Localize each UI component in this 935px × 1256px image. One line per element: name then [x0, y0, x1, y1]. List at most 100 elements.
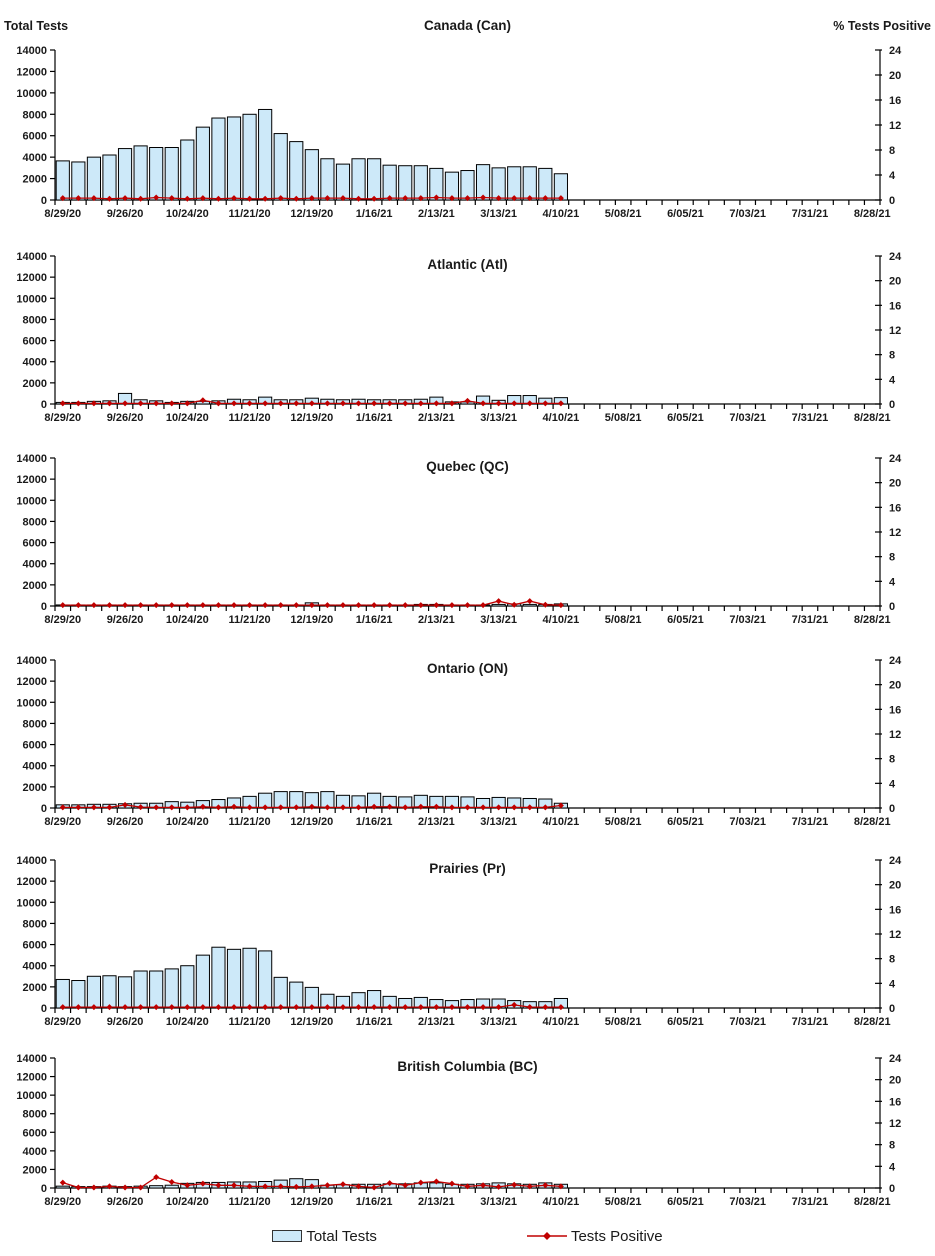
diamond-marker — [433, 803, 440, 810]
axis-tick-label: 12000 — [16, 676, 47, 688]
x-tick-label: 7/03/21 — [729, 208, 766, 220]
x-tick-label: 9/26/20 — [107, 208, 144, 220]
axis-tick-label: 8 — [889, 954, 895, 966]
x-tick-label: 8/28/21 — [854, 1196, 891, 1208]
axes — [50, 1057, 882, 1193]
diamond-marker — [215, 1182, 222, 1189]
diamond-marker — [277, 195, 284, 202]
diamond-marker — [122, 602, 129, 609]
axis-tick-label: 4 — [889, 374, 896, 386]
bar — [55, 978, 70, 1009]
x-tick-label: 10/24/20 — [166, 1196, 209, 1208]
diamond-marker — [293, 1004, 300, 1011]
chart-legend: Total Tests Tests Positive — [0, 1220, 935, 1252]
left-axis-title: Total Tests — [4, 19, 68, 33]
bar — [242, 113, 257, 201]
axis-tick-label: 8000 — [23, 516, 47, 528]
diamond-marker — [542, 1004, 549, 1011]
chart-title: Quebec (QC) — [426, 459, 509, 474]
bar — [242, 947, 257, 1009]
diamond-marker — [199, 1004, 206, 1011]
bar — [180, 139, 195, 201]
axis-tick-label: 12 — [889, 120, 901, 132]
axis-tick-label: 8000 — [23, 918, 47, 930]
diamond-marker — [308, 1004, 315, 1011]
diamond-marker — [308, 400, 315, 407]
diamond-marker — [59, 1004, 66, 1011]
tests-positive-line — [59, 397, 564, 407]
x-tick-label: 7/31/21 — [792, 816, 829, 828]
x-tick-label: 6/05/21 — [667, 208, 704, 220]
diamond-marker — [231, 602, 238, 609]
axis-tick-label: 6000 — [23, 740, 47, 752]
diamond-marker — [511, 601, 518, 608]
x-tick-label: 8/28/21 — [854, 412, 891, 424]
bar — [335, 163, 351, 201]
diamond-marker — [433, 1178, 440, 1185]
x-tick-label: 7/31/21 — [792, 614, 829, 626]
x-tick-label: 11/21/20 — [228, 816, 270, 828]
diamond-marker — [137, 195, 144, 202]
axis-tick-label: 0 — [41, 1003, 47, 1015]
diamond-marker — [215, 602, 222, 609]
diamond-marker — [371, 803, 378, 810]
chart-panel-prairies: Prairies (Pr) 0 2000 4000 6000 8000 10000 12000… — [0, 848, 935, 1048]
diamond-marker — [293, 195, 300, 202]
diamond-marker — [153, 602, 160, 609]
legend-item-tests-positive: Tests Positive — [526, 1227, 663, 1245]
x-tick-label: 7/03/21 — [729, 1196, 766, 1208]
bar — [133, 145, 148, 201]
bar — [522, 166, 537, 201]
axis-tick-label: 14000 — [16, 1053, 47, 1065]
axis-tick-label: 16 — [889, 904, 901, 916]
diamond-marker — [324, 1182, 331, 1189]
diamond-marker — [324, 804, 331, 811]
x-tick-label: 6/05/21 — [667, 1196, 704, 1208]
diamond-marker — [90, 195, 97, 202]
axis-tick-label: 4000 — [23, 357, 47, 369]
diamond-marker — [153, 804, 160, 811]
axis-tick-label: 12000 — [16, 876, 47, 888]
axis-tick-label: 4 — [889, 778, 896, 790]
diamond-marker — [59, 804, 66, 811]
bar — [211, 946, 226, 1009]
diamond-marker — [137, 1004, 144, 1011]
diamond-marker — [168, 195, 175, 202]
x-tick-label: 5/08/21 — [605, 208, 642, 220]
diamond-marker — [464, 397, 471, 404]
diamond-marker — [106, 195, 113, 202]
axis-tick-label: 24 — [889, 855, 902, 867]
diamond-marker — [231, 195, 238, 202]
diamond-marker — [371, 400, 378, 407]
diamond-marker — [557, 1004, 564, 1011]
axis-tick-label: 4 — [889, 576, 896, 588]
bar — [258, 950, 273, 1009]
diamond-marker — [417, 1004, 424, 1011]
diamond-marker — [262, 804, 269, 811]
diamond-marker — [231, 1182, 238, 1189]
diamond-marker — [137, 602, 144, 609]
axis-tick-label: 8 — [889, 350, 895, 362]
x-tick-label: 4/10/21 — [543, 816, 580, 828]
x-tick-label: 2/13/21 — [418, 816, 455, 828]
diamond-marker — [355, 400, 362, 407]
diamond-marker — [277, 1183, 284, 1190]
diamond-marker — [122, 195, 129, 202]
axis-tick-label: 0 — [41, 803, 47, 815]
x-tick-label: 6/05/21 — [667, 614, 704, 626]
axis-tick-label: 4 — [889, 978, 896, 990]
tests-positive-legend-label: Tests Positive — [570, 1227, 663, 1245]
diamond-marker — [308, 195, 315, 202]
tests-positive-line — [59, 801, 564, 811]
diamond-marker — [293, 400, 300, 407]
axis-tick-label: 2000 — [23, 378, 47, 390]
diamond-marker — [106, 1004, 113, 1011]
axis-tick-label: 8000 — [23, 1109, 47, 1121]
bar — [351, 158, 366, 201]
diamond-marker — [495, 1004, 502, 1011]
bar — [195, 954, 210, 1009]
diamond-marker — [246, 804, 253, 811]
diamond-marker — [308, 803, 315, 810]
axis-tick-label: 12 — [889, 325, 901, 337]
bar — [367, 158, 382, 201]
